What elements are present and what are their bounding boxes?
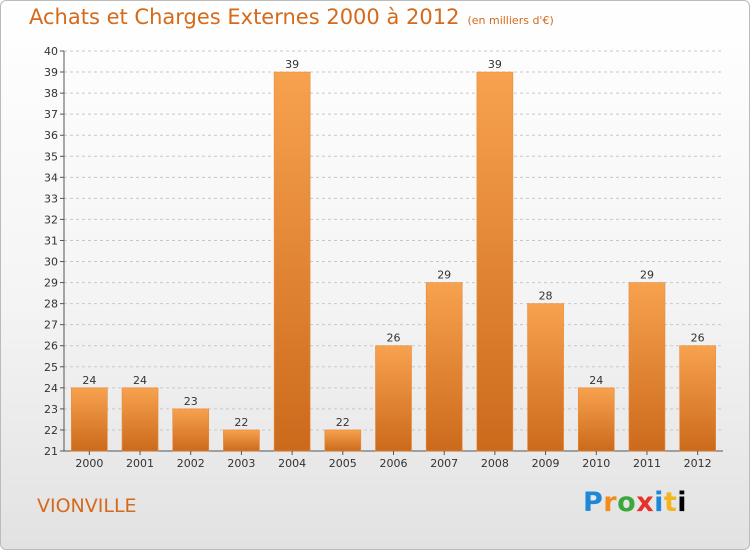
x-tick-label: 2009 [532, 457, 560, 470]
bar-value-label: 26 [691, 332, 705, 345]
bar-value-label: 22 [336, 416, 350, 429]
x-tick-label: 2008 [481, 457, 509, 470]
bar [578, 387, 615, 451]
x-tick-label: 2003 [227, 457, 255, 470]
y-tick-label: 29 [44, 277, 58, 290]
bar [274, 72, 311, 451]
y-tick-label: 32 [44, 213, 58, 226]
x-tick-label: 2002 [177, 457, 205, 470]
y-tick-label: 36 [44, 129, 58, 142]
y-tick-label: 40 [44, 45, 58, 58]
y-tick-label: 26 [44, 340, 58, 353]
bar [476, 72, 513, 451]
chart-unit: (en milliers d'€) [467, 14, 554, 27]
y-tick-label: 25 [44, 361, 58, 374]
bar-value-label: 26 [387, 332, 401, 345]
bar [71, 387, 108, 451]
y-tick-label: 24 [44, 382, 58, 395]
bar [527, 303, 564, 451]
y-tick-label: 30 [44, 256, 58, 269]
y-tick-label: 34 [44, 171, 58, 184]
chart-title: Achats et Charges Externes 2000 à 2012 (e… [29, 5, 554, 29]
chart-title-text: Achats et Charges Externes 2000 à 2012 [29, 5, 460, 29]
y-tick-label: 39 [44, 66, 58, 79]
y-tick-label: 31 [44, 234, 58, 247]
bar-value-label: 29 [437, 269, 451, 282]
x-tick-label: 2001 [126, 457, 154, 470]
proxiti-logo: Proxiti [583, 487, 688, 518]
bar [628, 282, 665, 451]
bar [375, 345, 412, 451]
y-tick-label: 21 [44, 445, 58, 458]
x-tick-label: 2005 [329, 457, 357, 470]
y-tick-label: 23 [44, 403, 58, 416]
bar-value-label: 24 [82, 374, 96, 387]
x-tick-label: 2000 [75, 457, 103, 470]
y-tick-label: 35 [44, 150, 58, 163]
bar [172, 408, 209, 451]
x-tick-label: 2004 [278, 457, 306, 470]
bar-value-label: 24 [133, 374, 147, 387]
bar [122, 387, 159, 451]
bar [223, 429, 260, 451]
y-tick-label: 33 [44, 192, 58, 205]
bar-value-label: 39 [488, 58, 502, 71]
y-tick-label: 37 [44, 108, 58, 121]
bar [426, 282, 463, 451]
bar-value-label: 28 [539, 290, 553, 303]
bar-value-label: 24 [589, 374, 603, 387]
x-tick-label: 2011 [633, 457, 661, 470]
x-tick-label: 2010 [582, 457, 610, 470]
x-tick-label: 2006 [380, 457, 408, 470]
bar-value-label: 39 [285, 58, 299, 71]
bar [679, 345, 716, 451]
bar [324, 429, 361, 451]
y-tick-label: 27 [44, 319, 58, 332]
x-tick-label: 2007 [430, 457, 458, 470]
bar-value-label: 23 [184, 395, 198, 408]
y-tick-label: 22 [44, 424, 58, 437]
bar-value-label: 22 [234, 416, 248, 429]
x-tick-label: 2012 [684, 457, 712, 470]
y-tick-label: 28 [44, 298, 58, 311]
bar-value-label: 29 [640, 269, 654, 282]
y-tick-label: 38 [44, 87, 58, 100]
city-name: VIONVILLE [37, 495, 137, 517]
